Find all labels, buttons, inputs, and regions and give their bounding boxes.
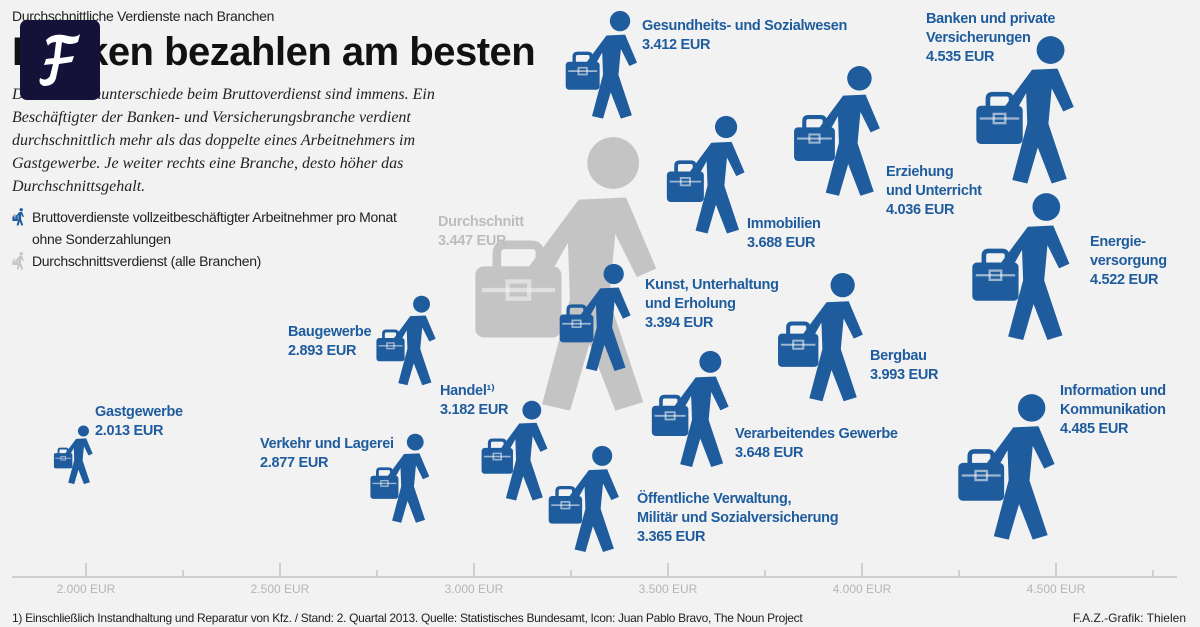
branch-value: 4.036 EUR: [886, 202, 955, 218]
legend: Bruttoverdienste vollzeitbeschäftigter A…: [12, 206, 412, 272]
branch-value: 2.013 EUR: [95, 423, 164, 439]
branch-name: Gastgewerbe: [95, 404, 183, 420]
walking-person-briefcase-icon: [12, 252, 26, 270]
x-tick-major: [85, 563, 87, 576]
x-tick-minor: [182, 570, 184, 576]
data-label: Öffentliche Verwaltung, Militär und Sozi…: [637, 490, 839, 547]
branch-value: 3.447 EUR: [438, 233, 507, 249]
branch-name: Immobilien: [747, 216, 821, 232]
branch-value: 2.877 EUR: [260, 455, 329, 471]
x-tick-label: 4.000 EUR: [832, 582, 892, 596]
branch-name: Kunst, Unterhaltung und Erholung: [645, 277, 779, 312]
data-label: Handel¹⁾ 3.182 EUR: [440, 382, 509, 420]
data-label: Gastgewerbe 2.013 EUR: [95, 403, 183, 441]
data-point-marker: [665, 115, 758, 235]
branch-name: Handel¹⁾: [440, 383, 495, 399]
data-label: Information und Kommunikation 4.485 EUR: [1060, 382, 1166, 439]
intro-text: Die Branchenunterschiede beim Bruttoverd…: [12, 86, 435, 195]
data-label: Immobilien 3.688 EUR: [747, 215, 821, 253]
data-point-marker: [792, 65, 894, 198]
x-axis: [12, 576, 1177, 578]
x-tick-label: 3.000 EUR: [444, 582, 504, 596]
data-point-marker: [650, 350, 741, 469]
data-point-marker: [547, 445, 631, 554]
branch-name: Banken und private Versicherungen: [926, 11, 1056, 46]
legend-item-average: Durchschnittsverdienst (alle Branchen): [12, 250, 412, 272]
branch-value: 3.993 EUR: [870, 367, 939, 383]
branch-name: Verarbeitendes Gewerbe: [735, 426, 898, 442]
branch-value: 3.412 EUR: [642, 37, 711, 53]
data-label: Baugewerbe 2.893 EUR: [288, 323, 372, 361]
branch-name: Öffentliche Verwaltung, Militär und Sozi…: [637, 491, 839, 526]
branch-name: Energie- versorgung: [1090, 234, 1167, 269]
x-tick-minor: [764, 570, 766, 576]
x-tick-minor: [1152, 570, 1154, 576]
branch-name: Erziehung und Unterricht: [886, 164, 982, 199]
data-label: Energie- versorgung 4.522 EUR: [1090, 233, 1167, 290]
data-label: Verkehr und Lagerei 2.877 EUR: [260, 435, 394, 473]
x-tick-major: [1055, 563, 1057, 576]
branch-name: Baugewerbe: [288, 324, 372, 340]
x-tick-minor: [570, 570, 572, 576]
data-label: Durchschnitt 3.447 EUR: [438, 213, 524, 251]
data-point-marker: [564, 10, 649, 120]
x-tick-minor: [376, 570, 378, 576]
faz-logo[interactable]: [20, 20, 100, 100]
data-point-marker: [558, 263, 642, 373]
x-tick-label: 4.500 EUR: [1026, 582, 1086, 596]
x-tick-major: [667, 563, 669, 576]
x-tick-label: 2.500 EUR: [250, 582, 310, 596]
data-label: Erziehung und Unterricht 4.036 EUR: [886, 163, 982, 220]
data-point-marker: [375, 295, 446, 387]
credit: F.A.Z.-Grafik: Thielen: [1072, 611, 1186, 625]
data-label: Banken und private Versicherungen 4.535 …: [926, 10, 1055, 67]
x-tick-major: [861, 563, 863, 576]
branch-value: 3.394 EUR: [645, 315, 714, 331]
branch-name: Verkehr und Lagerei: [260, 436, 394, 452]
branch-value: 4.522 EUR: [1090, 272, 1159, 288]
data-point-marker: [956, 393, 1071, 542]
legend-label: Bruttoverdienste vollzeitbeschäftigter A…: [32, 209, 397, 247]
branch-value: 3.688 EUR: [747, 235, 816, 251]
branch-name: Bergbau: [870, 348, 927, 364]
data-point-marker: [776, 272, 877, 403]
data-point-marker: [53, 425, 99, 485]
x-tick-major: [279, 563, 281, 576]
data-label: Bergbau 3.993 EUR: [870, 347, 939, 385]
branch-value: 2.893 EUR: [288, 343, 357, 359]
legend-label: Durchschnittsverdienst (alle Branchen): [32, 253, 262, 269]
branch-name: Gesundheits- und Sozialwesen: [642, 18, 848, 34]
branch-value: 3.182 EUR: [440, 402, 509, 418]
x-tick-minor: [958, 570, 960, 576]
data-label: Kunst, Unterhaltung und Erholung 3.394 E…: [645, 276, 779, 333]
x-tick-label: 3.500 EUR: [638, 582, 698, 596]
walking-person-briefcase-icon: [12, 208, 26, 226]
x-tick-major: [473, 563, 475, 576]
branch-value: 3.648 EUR: [735, 445, 804, 461]
branch-value: 4.535 EUR: [926, 49, 995, 65]
branch-value: 4.485 EUR: [1060, 421, 1129, 437]
branch-name: Durchschnitt: [438, 214, 524, 230]
data-point-marker: [970, 192, 1086, 342]
branch-name: Information und Kommunikation: [1060, 383, 1166, 418]
footnote: 1) Einschließlich Instandhaltung und Rep…: [12, 611, 803, 625]
data-label: Gesundheits- und Sozialwesen 3.412 EUR: [642, 17, 847, 55]
branch-value: 3.365 EUR: [637, 529, 706, 545]
legend-item-branch: Bruttoverdienste vollzeitbeschäftigter A…: [12, 206, 412, 250]
x-tick-label: 2.000 EUR: [56, 582, 116, 596]
data-label: Verarbeitendes Gewerbe 3.648 EUR: [735, 425, 898, 463]
